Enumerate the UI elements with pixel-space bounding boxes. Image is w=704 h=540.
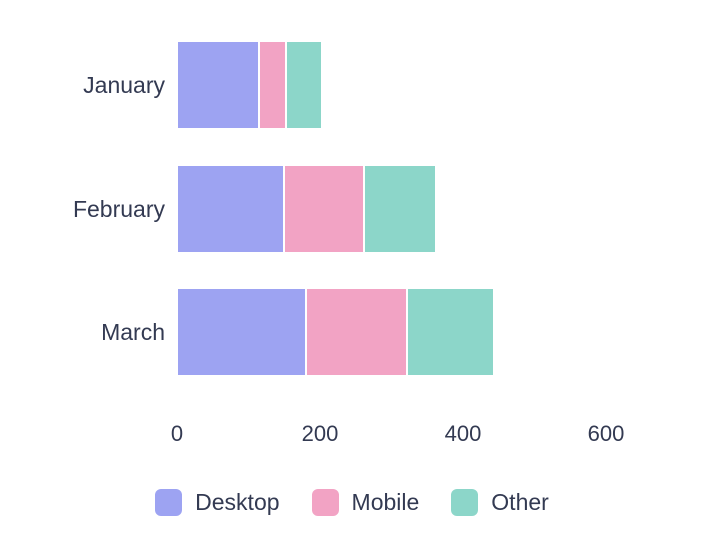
category-label-march: March xyxy=(101,318,165,345)
bar-segment-desktop xyxy=(177,41,260,129)
x-axis-tick-label: 600 xyxy=(587,421,625,446)
bar-segment-desktop xyxy=(177,165,285,253)
legend-label-other: Other xyxy=(491,489,549,515)
category-label-february: February xyxy=(72,195,165,222)
bar-row: March xyxy=(0,288,494,376)
bar-segment-other xyxy=(406,288,494,376)
chart-legend: Desktop Mobile Other xyxy=(0,489,704,516)
bar-segment-mobile xyxy=(259,41,287,129)
x-axis-tick-label: 400 xyxy=(444,421,482,446)
legend-label-desktop: Desktop xyxy=(195,489,280,515)
bar-segment-mobile xyxy=(306,288,407,376)
x-axis: 0 200 400 600 xyxy=(0,421,704,447)
stacked-bar-march xyxy=(177,288,494,376)
x-axis-tick-label: 200 xyxy=(301,421,339,446)
stacked-bar-february xyxy=(177,165,436,253)
bar-segment-other xyxy=(364,165,436,253)
stacked-bar-january xyxy=(177,41,323,129)
legend-item-desktop[interactable]: Desktop xyxy=(155,489,280,516)
category-label-january: January xyxy=(83,71,165,98)
bar-row: February xyxy=(0,165,436,253)
legend-item-mobile[interactable]: Mobile xyxy=(311,489,420,516)
legend-item-other[interactable]: Other xyxy=(451,489,549,516)
bar-segment-mobile xyxy=(284,165,365,253)
x-axis-tick-label: 0 xyxy=(170,421,184,446)
legend-label-mobile: Mobile xyxy=(351,489,420,515)
bar-segment-other xyxy=(286,41,323,129)
bar-segment-desktop xyxy=(177,288,307,376)
legend-swatch-desktop xyxy=(155,489,183,516)
legend-swatch-other xyxy=(451,489,479,516)
legend-swatch-mobile xyxy=(311,489,339,516)
bar-row: January xyxy=(0,41,323,129)
